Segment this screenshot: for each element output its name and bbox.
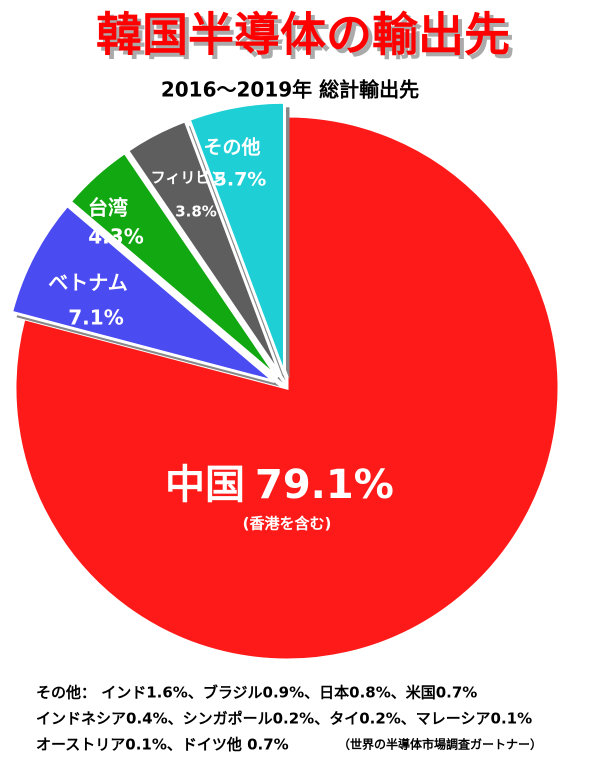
labels: 中国 79.1% ベトナム 7.1% 台湾 4.3% フィリピン 3.8% その他 5.7% (香港… — [48, 136, 393, 533]
note: オーストリア0.1%、ドイツ他 0.7% — [36, 736, 289, 754]
chart-subtitle: 2016～2019年 総計輸出先 — [161, 78, 419, 102]
value-label: 7.1% — [68, 306, 123, 330]
annotation: (香港を含む) — [243, 515, 332, 533]
chart-title: 韓国半導体の輸出先 — [96, 8, 510, 62]
value-label: 79.1% — [255, 462, 394, 508]
slice-label: フィリピン — [151, 169, 226, 187]
slice — [187, 100, 287, 375]
slice — [68, 150, 279, 379]
source: （世界の半導体市場調査ガートナー） — [338, 737, 542, 752]
note: その他： インド1.6%、ブラジル0.9%、日本0.8%、米国0.7% — [36, 684, 477, 702]
value-label: 5.7% — [214, 169, 267, 191]
slice — [13, 114, 561, 662]
slice-label: その他 — [203, 136, 260, 159]
value-label: 3.8% — [175, 203, 217, 221]
slice — [9, 203, 276, 383]
slice-label: ベトナム — [48, 271, 127, 295]
slice-label: 台湾 — [88, 196, 128, 220]
value-label: 4.3% — [88, 225, 143, 249]
title-shadow: 韓国半導体の輸出先 — [100, 12, 514, 66]
note: インドネシア0.4%、シンガポール0.2%、タイ0.2%、マレーシア0.1% — [36, 710, 532, 728]
slice-label: 中国 — [165, 462, 245, 508]
pie — [9, 100, 561, 662]
slice — [125, 118, 282, 377]
